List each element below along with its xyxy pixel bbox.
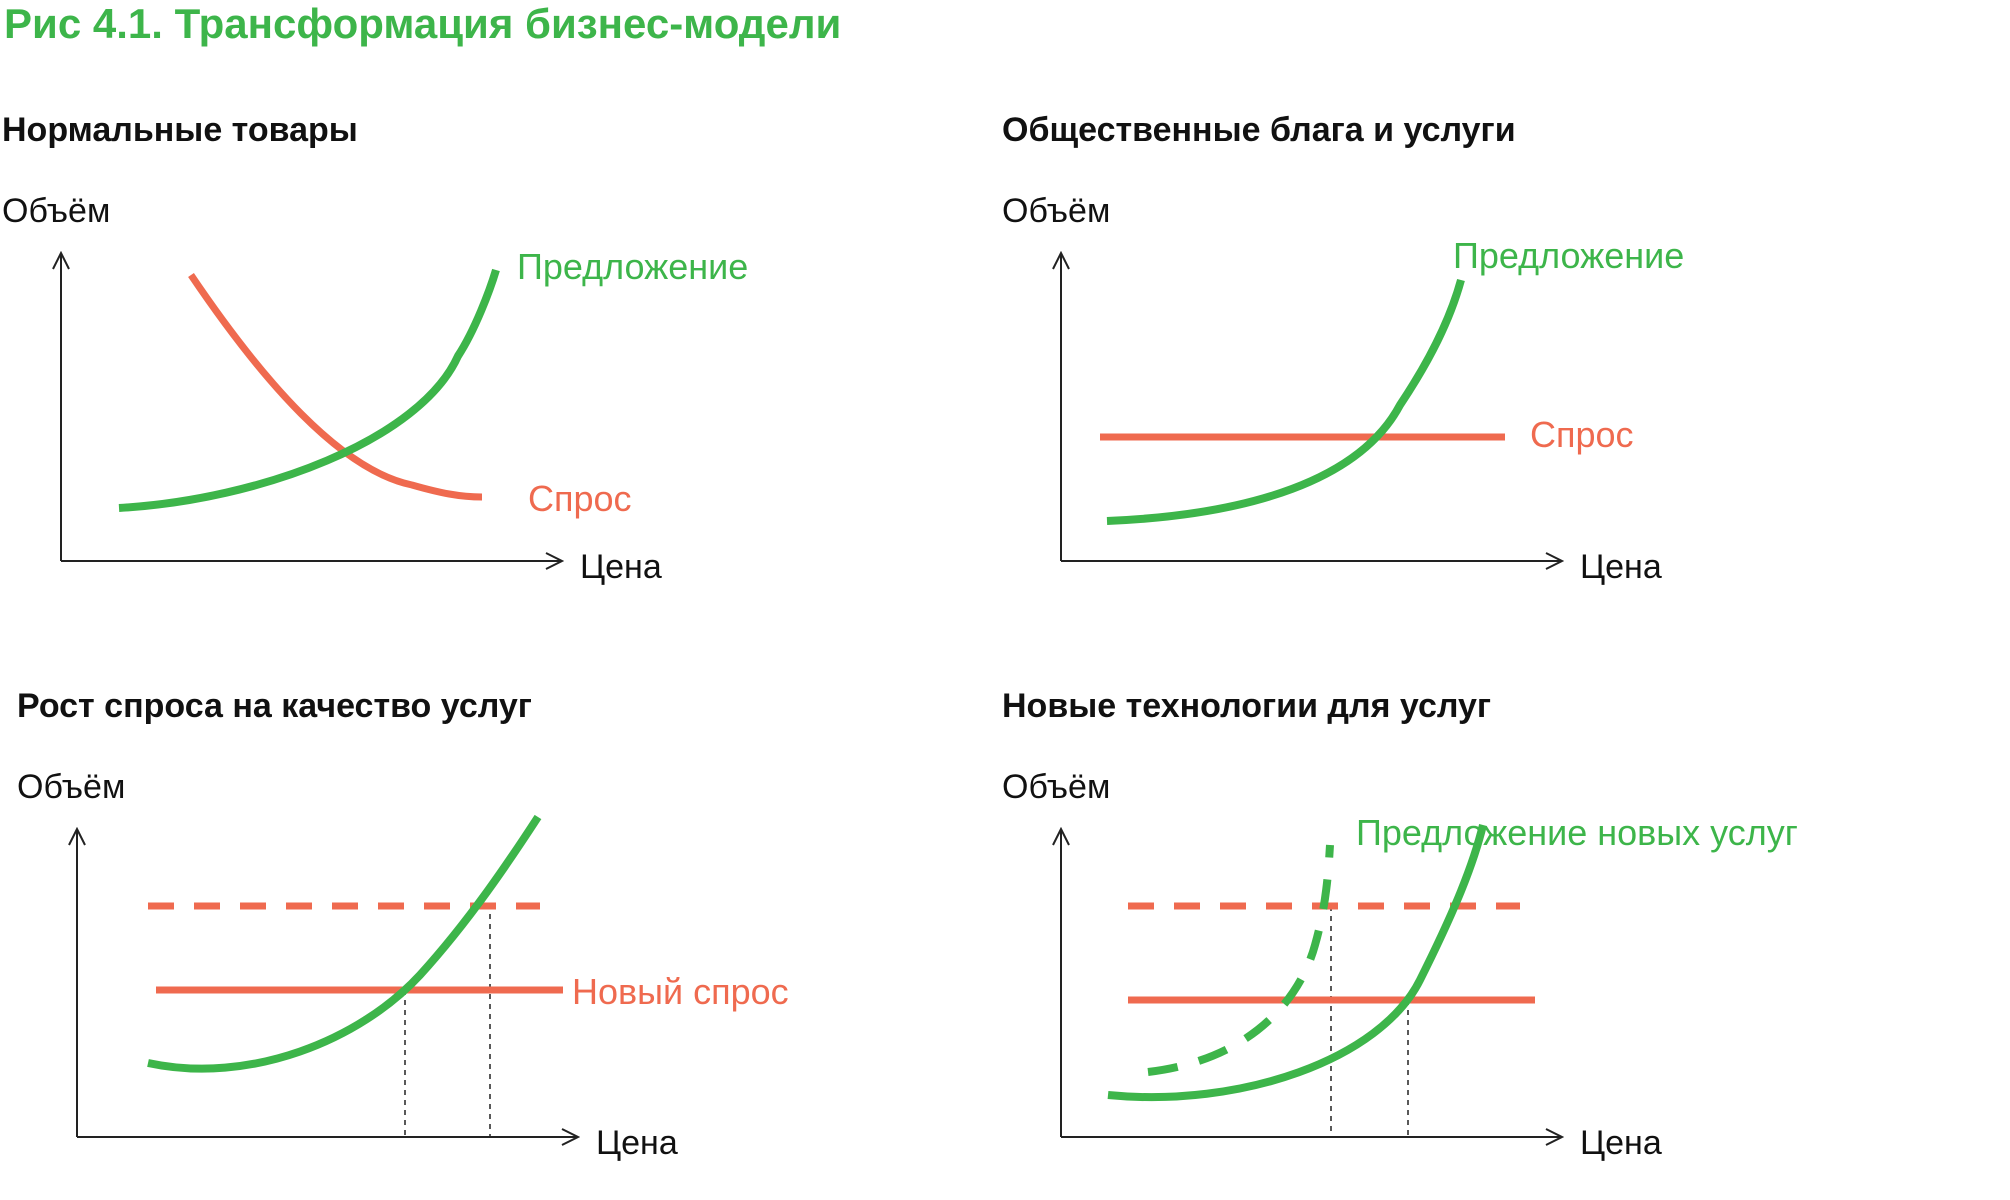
panel-quality-demand: Рост спроса на качество услуг Объём Цена…: [17, 687, 789, 1162]
supply-curve: [147, 814, 542, 1073]
x-axis-label: Цена: [596, 1124, 678, 1162]
panel-title: Рост спроса на качество услуг: [17, 687, 532, 725]
panel-title: Новые технологии для услуг: [1002, 687, 1491, 725]
supply-label: Предложение: [517, 246, 748, 287]
y-axis-label: Объём: [1002, 768, 1110, 806]
panel-normal-goods: Нормальные товары Объём Цена Предложение…: [2, 111, 748, 586]
x-axis-label: Цена: [580, 548, 662, 586]
demand-label: Спрос: [528, 478, 632, 519]
demand-label: Спрос: [1530, 414, 1634, 455]
demand-curve: [188, 273, 483, 501]
panel-title: Общественные блага и услуги: [1002, 111, 1516, 149]
supply-label: Предложение новых услуг: [1356, 812, 1798, 853]
panel-new-tech: Новые технологии для услуг Объём Цена Пр…: [1002, 687, 1798, 1162]
supply-curve: [1106, 278, 1465, 525]
supply-curve: [1107, 824, 1487, 1102]
new-services-supply-curve: [1147, 844, 1334, 1076]
supply-label: Предложение: [1453, 235, 1684, 276]
demand-label: Новый спрос: [572, 971, 789, 1012]
y-axis-label: Объём: [1002, 192, 1110, 230]
x-axis-label: Цена: [1580, 548, 1662, 586]
supply-curve: [118, 268, 500, 512]
y-axis-label: Объём: [2, 192, 110, 230]
x-axis-label: Цена: [1580, 1124, 1662, 1162]
figure-title: Рис 4.1. Трансформация бизнес-модели: [4, 0, 841, 47]
panel-title: Нормальные товары: [2, 111, 358, 149]
panel-public-goods: Общественные блага и услуги Объём Цена П…: [1002, 111, 1684, 586]
y-axis-label: Объём: [17, 768, 125, 806]
